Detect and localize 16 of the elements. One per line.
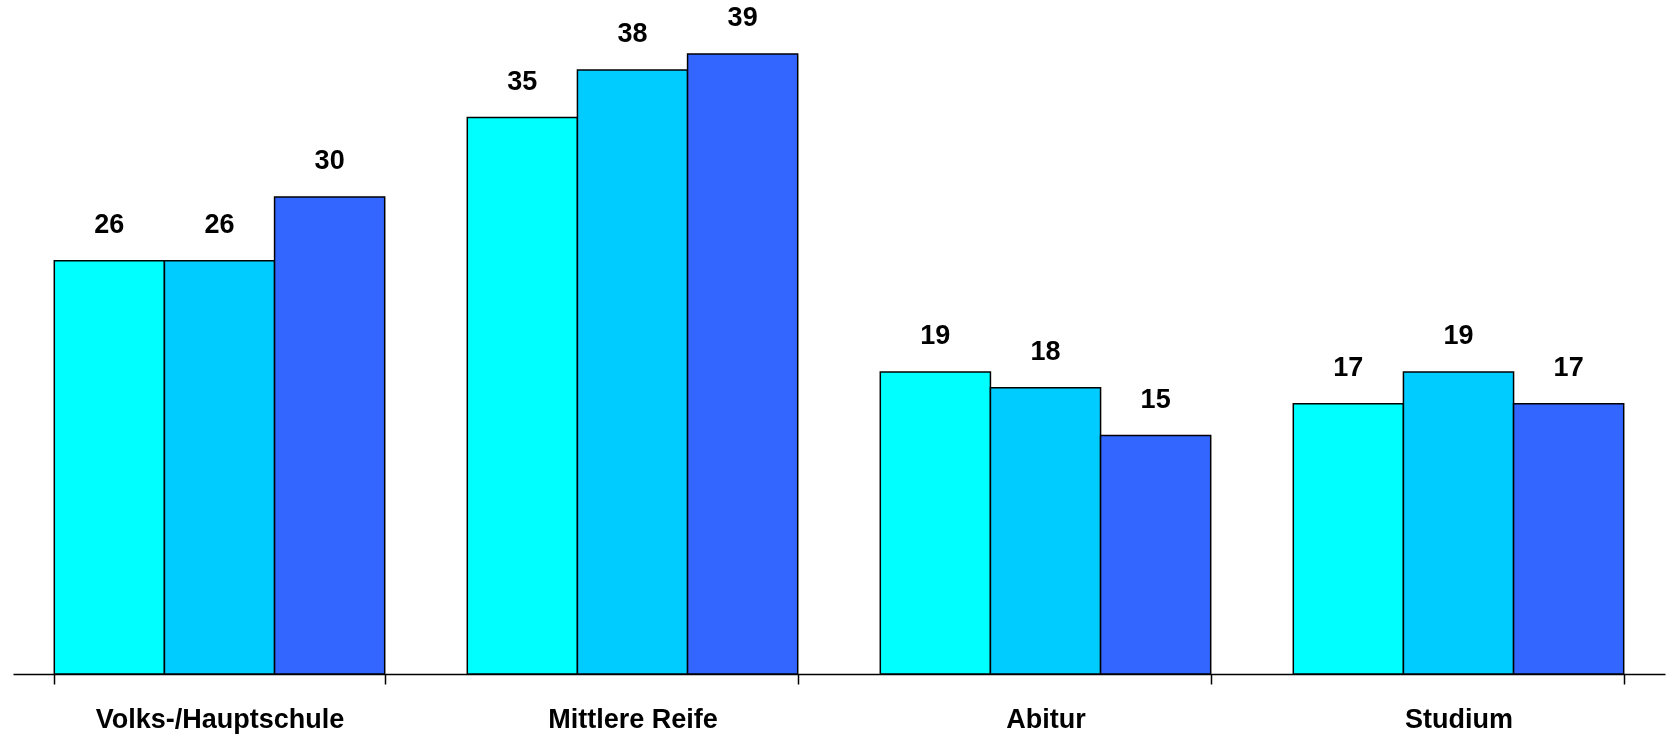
x-tick-label: Abitur	[1006, 703, 1087, 734]
data-label: 15	[1140, 383, 1171, 414]
data-label: 19	[1443, 319, 1474, 350]
data-label: 19	[920, 319, 951, 350]
data-label: 30	[314, 145, 345, 176]
data-label: 26	[204, 208, 235, 239]
data-label: 17	[1333, 351, 1364, 382]
data-label: 26	[94, 208, 125, 239]
data-label: 17	[1553, 351, 1584, 382]
x-tick-label: Mittlere Reife	[548, 703, 718, 734]
data-label: 39	[727, 2, 758, 32]
data-label: 38	[617, 17, 648, 48]
x-tick-label: Volks-/Hauptschule	[95, 703, 345, 734]
x-tick-label: Studium	[1405, 703, 1513, 734]
data-label: 18	[1030, 335, 1061, 366]
data-label: 35	[507, 65, 538, 96]
